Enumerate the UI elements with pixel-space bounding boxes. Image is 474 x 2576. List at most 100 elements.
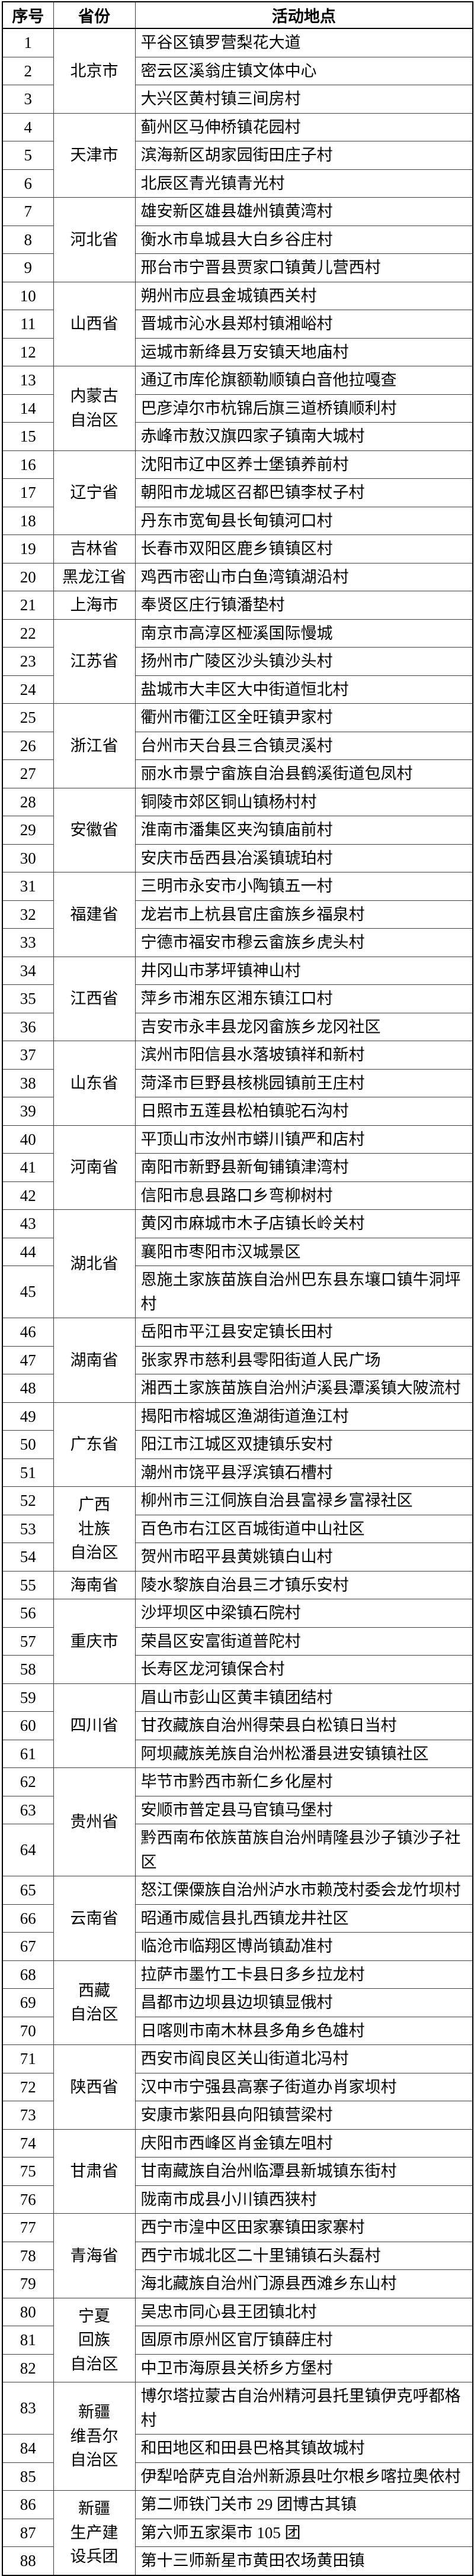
- table-row: 22 江苏省 南京市高淳区桠溪国际慢城: [2, 619, 473, 704]
- province-cell: 青海省: [53, 2213, 136, 2298]
- row-index-cell: 16: [2, 450, 54, 479]
- row-index-cell: 19: [2, 534, 54, 564]
- header-province: 省份: [53, 1, 136, 29]
- row-index-cell: 22: [2, 619, 54, 648]
- location-cell: 阳江市江城区双捷镇乐安村: [134, 1430, 473, 1459]
- location-cell: 荣昌区安富街道普陀村: [134, 1627, 473, 1656]
- table-row: 64 黔西南布依族苗族自治州晴隆县沙子镇沙子社区: [2, 1824, 473, 1876]
- row-index-cell: 81: [2, 2326, 54, 2355]
- row-index-cell: 8: [2, 225, 54, 254]
- location-cell: 张家界市慈利县零阳街道人民广场: [134, 1345, 473, 1374]
- table-row: 76 陇南市成县小川镇西狭村: [2, 2185, 473, 2214]
- row-index-cell: 41: [2, 1153, 54, 1182]
- table-row: 46 湖南省 岳阳市平江县安定镇长田村: [2, 1318, 473, 1403]
- table-row: 30 安庆市岳西县冶溪镇琥珀村: [2, 843, 473, 872]
- row-index-cell: 4: [2, 112, 54, 141]
- row-index-cell: 66: [2, 1904, 54, 1933]
- row-index-cell: 44: [2, 1237, 54, 1266]
- row-index-cell: 46: [2, 1318, 54, 1347]
- row-index-cell: 79: [2, 2269, 54, 2298]
- location-cell: 龙岩市上杭县官庄畲族乡福泉村: [134, 900, 473, 929]
- province-cell: 内蒙古 自治区: [53, 366, 136, 451]
- table-row: 72 汉中市宁强县高寨子街道办肖家坝村: [2, 2072, 473, 2101]
- location-cell: 朝阳市龙城区召都巴镇李杖子村: [134, 478, 473, 507]
- location-cell: 奉贤区庄行镇潘垫村: [134, 591, 473, 620]
- row-index-cell: 11: [2, 310, 54, 339]
- location-cell: 拉萨市墨竹工卡县日多乡拉龙村: [134, 1960, 473, 1989]
- table-row: 15 赤峰市敖汉旗四家子镇南大城村: [2, 422, 473, 451]
- row-index-cell: 9: [2, 253, 54, 282]
- table-row: 12 运城市新绛县万安镇天地庙村: [2, 337, 473, 366]
- location-cell: 三明市永安市小陶镇五一村: [134, 872, 473, 901]
- table-row: 24 盐城市大丰区大中街道恒北村: [2, 675, 473, 704]
- location-cell: 丽水市景宁畲族自治县鹤溪街道包凤村: [134, 759, 473, 788]
- row-index-cell: 49: [2, 1402, 54, 1431]
- row-index-cell: 54: [2, 1543, 54, 1572]
- row-index-cell: 63: [2, 1795, 54, 1824]
- table-row: 37 山东省 滨州市阳信县水落坡镇祥和新村: [2, 1041, 473, 1126]
- row-index-cell: 42: [2, 1181, 54, 1210]
- location-cell: 平谷区镇罗营梨花大道: [134, 28, 473, 57]
- location-cell: 朔州市应县金城镇西关村: [134, 281, 473, 310]
- table-row: 11 晋城市沁水县郑村镇湘峪村: [2, 310, 473, 339]
- table-row: 75 甘南藏族自治州临潭县新城镇东街村: [2, 2157, 473, 2186]
- location-cell: 平顶山市汝州市蟒川镇严和店村: [134, 1125, 473, 1154]
- province-cell: 四川省: [53, 1683, 136, 1768]
- location-cell: 汉中市宁强县高寨子街道办肖家坝村: [134, 2072, 473, 2101]
- province-cell: 陕西省: [53, 2044, 136, 2130]
- row-index-cell: 29: [2, 816, 54, 845]
- table-row: 51 潮州市饶平县浮滨镇石槽村: [2, 1458, 473, 1487]
- row-index-cell: 67: [2, 1932, 54, 1961]
- row-index-cell: 37: [2, 1041, 54, 1070]
- row-index-cell: 10: [2, 281, 54, 310]
- table-row: 33 宁德市福安市穆云畲族乡虎头村: [2, 928, 473, 957]
- row-index-cell: 56: [2, 1599, 54, 1628]
- location-cell: 沙坪坝区中梁镇石院村: [134, 1599, 473, 1628]
- row-index-cell: 24: [2, 675, 54, 704]
- location-cell: 滨海新区胡家园街田庄子村: [134, 141, 473, 170]
- table-row: 13 内蒙古 自治区 通辽市库伦旗额勒顺镇白音他拉嘎查: [2, 366, 473, 451]
- row-index-cell: 86: [2, 2490, 54, 2519]
- row-index-cell: 15: [2, 422, 54, 451]
- location-cell: 庆阳市西峰区肖金镇左咀村: [134, 2129, 473, 2158]
- location-cell: 吴忠市同心县王团镇北村: [134, 2297, 473, 2326]
- province-cell: 贵州省: [53, 1767, 136, 1876]
- table-row: 14 巴彦淖尔市杭锦后旗三道桥镇顺利村: [2, 394, 473, 423]
- table-row: 81 固原市原州区官厅镇薛庄村: [2, 2326, 473, 2355]
- table-row: 23 扬州市广陵区沙头镇沙头村: [2, 647, 473, 676]
- location-cell: 西宁市城北区二十里铺镇石头磊村: [134, 2241, 473, 2270]
- location-cell: 西宁市湟中区田家寨镇田家寨村: [134, 2213, 473, 2242]
- row-index-cell: 64: [2, 1824, 54, 1876]
- location-cell: 恩施土家族苗族自治州巴东县东壤口镇牛洞坪村: [134, 1266, 473, 1318]
- table-row: 32 龙岩市上杭县官庄畲族乡福泉村: [2, 900, 473, 929]
- location-cell: 贺州市昭平县黄姚镇白山村: [134, 1543, 473, 1572]
- location-cell: 柳州市三江侗族自治县富禄乡富禄社区: [134, 1486, 473, 1515]
- province-cell: 福建省: [53, 872, 136, 957]
- location-cell: 湘西土家族苗族自治州泸溪县潭溪镇大陂流村: [134, 1374, 473, 1403]
- table-row: 43 湖北省 黄冈市麻城市木子店镇长岭关村: [2, 1209, 473, 1318]
- table-row: 3 大兴区黄村镇三间房村: [2, 85, 473, 114]
- location-cell: 大兴区黄村镇三间房村: [134, 85, 473, 114]
- location-cell: 沈阳市辽中区养士堡镇养前村: [134, 450, 473, 479]
- table-row: 17 朝阳市龙城区召都巴镇李杖子村: [2, 478, 473, 507]
- row-index-cell: 33: [2, 928, 54, 957]
- table-row: 80 宁夏 回族 自治区 吴忠市同心县王团镇北村: [2, 2297, 473, 2382]
- row-index-cell: 52: [2, 1486, 54, 1515]
- row-index-cell: 14: [2, 394, 54, 423]
- row-index-cell: 68: [2, 1960, 54, 1989]
- province-cell: 西藏 自治区: [53, 1960, 136, 2045]
- row-index-cell: 57: [2, 1627, 54, 1656]
- province-cell: 湖南省: [53, 1318, 136, 1403]
- row-index-cell: 71: [2, 2044, 54, 2073]
- location-cell: 菏泽市巨野县核桃园镇前王庄村: [134, 1068, 473, 1097]
- province-cell: 广西 壮族 自治区: [53, 1486, 136, 1572]
- province-cell: 海南省: [53, 1570, 136, 1599]
- table-row: 54 贺州市昭平县黄姚镇白山村: [2, 1543, 473, 1572]
- row-index-cell: 74: [2, 2129, 54, 2158]
- table-row: 36 吉安市永丰县龙冈畲族乡龙冈社区: [2, 1012, 473, 1041]
- row-index-cell: 45: [2, 1266, 54, 1318]
- location-cell: 眉山市彭山区黄丰镇团结村: [134, 1683, 473, 1712]
- location-cell: 陇南市成县小川镇西狭村: [134, 2185, 473, 2214]
- location-cell: 揭阳市榕城区渔湖街道渔江村: [134, 1402, 473, 1431]
- location-cell: 南京市高淳区桠溪国际慢城: [134, 619, 473, 648]
